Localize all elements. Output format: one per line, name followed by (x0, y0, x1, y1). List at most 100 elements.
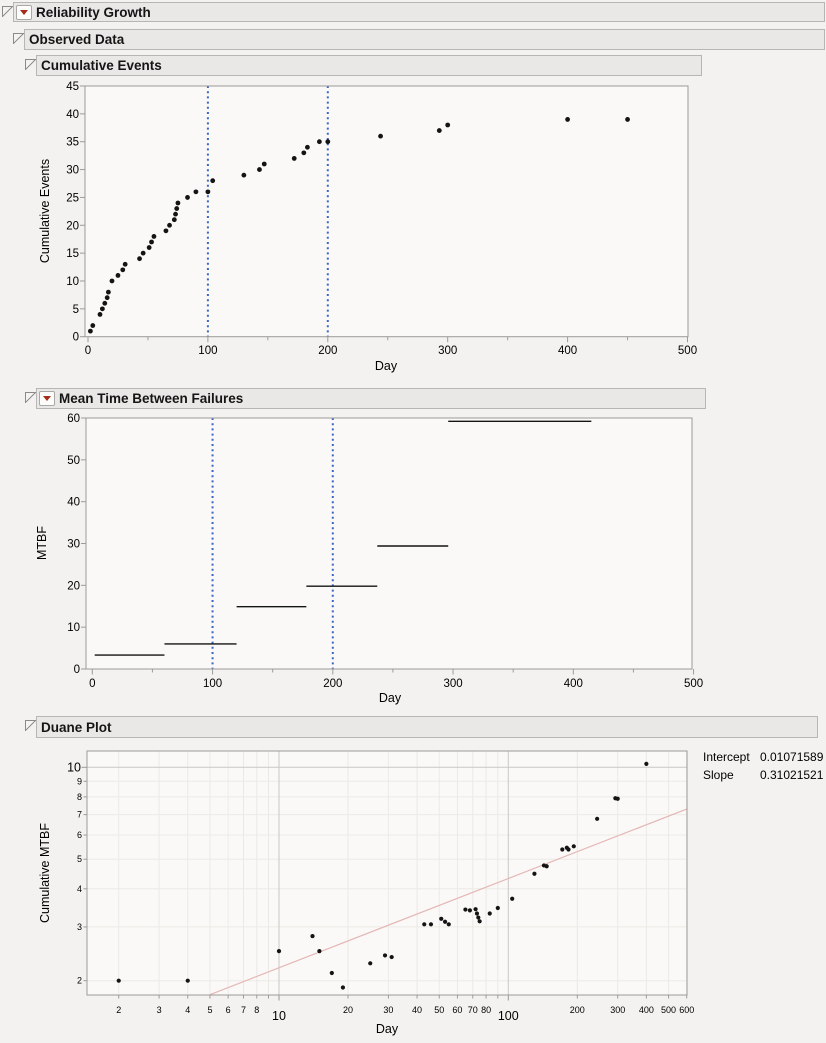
data-point[interactable] (436, 128, 442, 133)
data-point[interactable] (137, 256, 142, 262)
data-point[interactable] (422, 922, 427, 927)
x-tick-label: 500 (684, 678, 703, 690)
data-point[interactable] (382, 953, 388, 958)
data-point[interactable] (151, 234, 157, 239)
data-point[interactable] (428, 922, 434, 927)
plot-frame[interactable] (87, 751, 687, 995)
data-point[interactable] (97, 312, 103, 317)
x-tick-label: 70 (468, 1005, 478, 1015)
data-point[interactable] (439, 916, 444, 921)
data-point[interactable] (122, 261, 128, 267)
data-point[interactable] (463, 907, 468, 912)
data-point[interactable] (532, 871, 537, 876)
data-point[interactable] (565, 117, 570, 122)
data-point[interactable] (185, 195, 190, 200)
data-point[interactable] (116, 978, 121, 983)
data-point[interactable] (104, 295, 110, 301)
data-point[interactable] (644, 761, 649, 766)
intercept-value: 0.01071589 (760, 750, 824, 764)
data-point[interactable] (99, 306, 105, 312)
data-point[interactable] (477, 919, 482, 924)
y-axis-title: Cumulative Events (38, 159, 52, 263)
data-point[interactable] (87, 328, 93, 334)
data-point[interactable] (310, 933, 315, 939)
data-point[interactable] (473, 907, 478, 912)
disclosure-triangle[interactable] (25, 720, 37, 732)
outline-header-observed-data[interactable]: Observed Data (24, 29, 825, 50)
data-point[interactable] (146, 245, 152, 250)
data-point[interactable] (171, 217, 177, 223)
data-point[interactable] (495, 905, 500, 911)
red-triangle-menu-button[interactable] (16, 4, 32, 20)
data-point[interactable] (173, 211, 178, 217)
data-point[interactable] (276, 949, 282, 954)
data-point[interactable] (329, 970, 334, 976)
data-point[interactable] (291, 156, 297, 161)
data-point[interactable] (446, 922, 451, 927)
data-point[interactable] (140, 250, 146, 256)
data-point[interactable] (149, 239, 154, 245)
data-point[interactable] (325, 139, 331, 145)
data-point[interactable] (544, 864, 549, 869)
disclosure-triangle[interactable] (13, 33, 25, 45)
red-triangle-menu-button[interactable] (39, 391, 55, 406)
data-point[interactable] (487, 911, 492, 916)
data-point[interactable] (474, 911, 480, 916)
data-point[interactable] (163, 228, 169, 234)
data-point[interactable] (595, 816, 600, 821)
data-point[interactable] (368, 961, 373, 966)
data-point[interactable] (115, 273, 121, 278)
outline-header-reliability-growth[interactable]: Reliability Growth (13, 2, 825, 22)
x-tick-label: 200 (570, 1005, 585, 1015)
data-point[interactable] (378, 133, 383, 139)
data-point[interactable] (340, 985, 346, 990)
plot-frame[interactable] (85, 86, 688, 337)
cumulative-events-plot[interactable]: 0 100 200 300 400 500 0 5 10 15 20 25 30 35 40 45 Day Cum… (0, 80, 826, 380)
disclosure-triangle[interactable] (25, 59, 37, 71)
outline-header-duane-plot[interactable]: Duane Plot (36, 716, 818, 738)
outline-header-cumulative-events[interactable]: Cumulative Events (36, 55, 702, 76)
x-axis-title: Day (379, 691, 402, 705)
data-point[interactable] (102, 300, 108, 306)
data-point[interactable] (175, 200, 181, 206)
y-tick-label: 40 (67, 497, 80, 509)
x-tick-label: 3 (157, 1005, 162, 1015)
data-point[interactable] (389, 954, 394, 960)
data-point[interactable] (566, 847, 571, 852)
data-point[interactable] (120, 267, 126, 273)
data-point[interactable] (174, 206, 180, 211)
data-point[interactable] (105, 289, 111, 295)
data-point[interactable] (625, 117, 630, 122)
data-point[interactable] (615, 796, 620, 801)
data-point[interactable] (185, 978, 190, 983)
data-point[interactable] (210, 178, 216, 184)
data-point[interactable] (241, 172, 247, 178)
data-point[interactable] (445, 122, 451, 128)
data-point[interactable] (571, 844, 576, 849)
data-point[interactable] (305, 144, 310, 150)
data-point[interactable] (109, 278, 115, 284)
data-point[interactable] (257, 167, 262, 172)
disclosure-triangle[interactable] (25, 392, 37, 404)
data-point[interactable] (442, 919, 448, 924)
mtbf-plot[interactable]: 0 100 200 300 400 500 0 10 20 30 40 50 60 Day MTBF (0, 410, 826, 706)
data-point[interactable] (261, 161, 267, 167)
data-point[interactable] (205, 189, 211, 195)
data-point[interactable] (90, 323, 96, 328)
data-point[interactable] (193, 189, 199, 195)
data-point[interactable] (467, 908, 472, 913)
disclosure-triangle[interactable] (2, 6, 14, 18)
data-point[interactable] (301, 150, 307, 156)
x-tick-label: 100 (198, 345, 217, 357)
y-tick-label: 25 (66, 192, 79, 204)
data-point[interactable] (317, 139, 322, 145)
plot-frame[interactable] (86, 418, 692, 669)
outline-header-mtbf[interactable]: Mean Time Between Failures (36, 388, 706, 409)
data-point[interactable] (476, 915, 481, 920)
data-point[interactable] (560, 847, 565, 852)
data-point[interactable] (510, 896, 515, 901)
data-point[interactable] (167, 222, 172, 228)
data-point[interactable] (317, 949, 322, 954)
